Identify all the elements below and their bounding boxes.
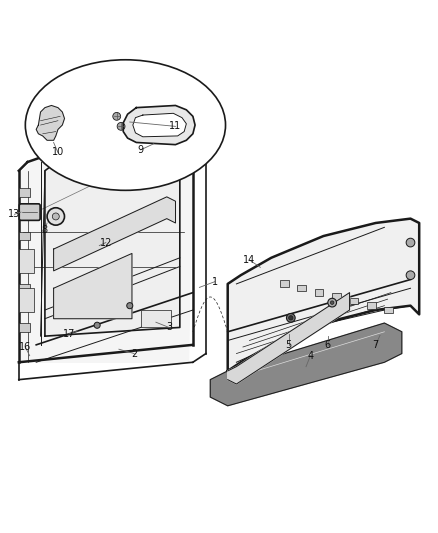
Text: 12: 12	[100, 238, 112, 247]
Polygon shape	[123, 106, 195, 144]
FancyBboxPatch shape	[19, 204, 40, 220]
Circle shape	[117, 123, 125, 130]
Text: 10: 10	[52, 148, 64, 157]
Text: 5: 5	[286, 340, 292, 350]
Ellipse shape	[25, 60, 226, 190]
Circle shape	[47, 208, 64, 225]
Text: 1: 1	[212, 277, 218, 287]
Circle shape	[406, 271, 415, 279]
Polygon shape	[228, 293, 350, 384]
Polygon shape	[19, 106, 193, 362]
Text: 2: 2	[131, 349, 137, 359]
Bar	[350, 298, 358, 304]
Circle shape	[52, 213, 59, 220]
Polygon shape	[228, 219, 419, 371]
Bar	[19, 232, 30, 240]
Circle shape	[406, 238, 415, 247]
Bar	[332, 294, 341, 300]
Text: 4: 4	[307, 351, 314, 361]
Bar	[297, 285, 306, 292]
Polygon shape	[45, 120, 180, 336]
Text: 17: 17	[63, 329, 75, 339]
Bar	[19, 284, 30, 293]
Text: 6: 6	[325, 340, 331, 350]
Bar	[141, 310, 171, 327]
Polygon shape	[53, 197, 176, 271]
Circle shape	[330, 301, 334, 304]
Circle shape	[127, 303, 133, 309]
Text: 16: 16	[19, 342, 32, 352]
Bar	[19, 323, 30, 332]
Text: 9: 9	[138, 145, 144, 155]
Text: 11: 11	[170, 122, 182, 131]
Text: 13: 13	[8, 209, 21, 219]
Text: 14: 14	[244, 255, 256, 265]
Text: 7: 7	[373, 340, 379, 350]
Circle shape	[94, 322, 100, 328]
Bar	[19, 249, 34, 273]
Circle shape	[113, 112, 120, 120]
Bar	[367, 302, 376, 309]
Text: 8: 8	[42, 224, 48, 235]
Circle shape	[286, 313, 295, 322]
Circle shape	[289, 316, 293, 320]
Bar	[19, 288, 34, 312]
Polygon shape	[133, 114, 186, 137]
Text: 3: 3	[166, 322, 172, 333]
Circle shape	[328, 298, 336, 307]
Polygon shape	[53, 254, 132, 319]
Bar	[385, 306, 393, 313]
Polygon shape	[210, 323, 402, 406]
Bar	[19, 188, 30, 197]
Bar	[280, 280, 289, 287]
Bar	[315, 289, 323, 296]
Polygon shape	[36, 106, 64, 140]
